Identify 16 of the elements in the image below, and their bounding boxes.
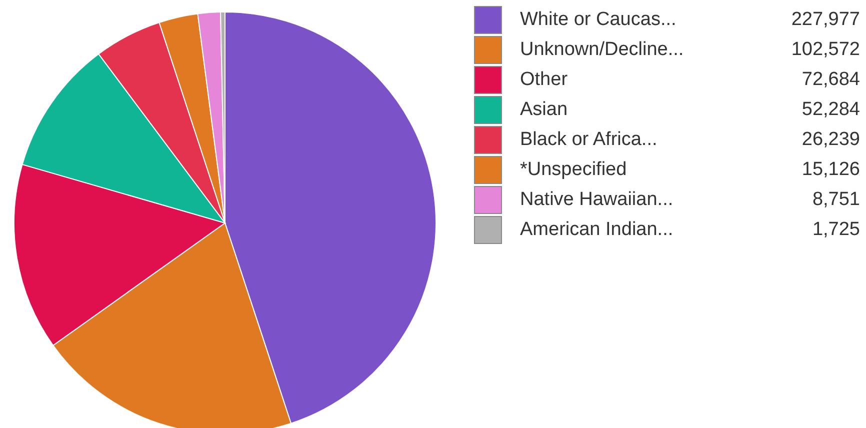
legend-label: White or Caucas... <box>520 9 678 31</box>
data-label: 227,977 <box>791 9 860 31</box>
legend-label: *Unspecified <box>520 159 628 181</box>
legend-label: American Indian... <box>520 219 674 241</box>
data-label: 102,572 <box>791 39 860 61</box>
legend-label: Unknown/Decline... <box>520 39 685 61</box>
data-label: 26,239 <box>802 129 860 151</box>
data-label: 8,751 <box>812 189 860 211</box>
data-label: 15,126 <box>802 159 860 181</box>
legend-label: Black or Africa... <box>520 129 658 151</box>
data-label: 1,725 <box>812 219 860 241</box>
legend-label: Other <box>520 69 569 91</box>
data-label: 72,684 <box>802 69 860 91</box>
legend-label: Asian <box>520 99 569 121</box>
data-label: 52,284 <box>802 99 860 121</box>
legend-label: Native Hawaiian... <box>520 189 674 211</box>
